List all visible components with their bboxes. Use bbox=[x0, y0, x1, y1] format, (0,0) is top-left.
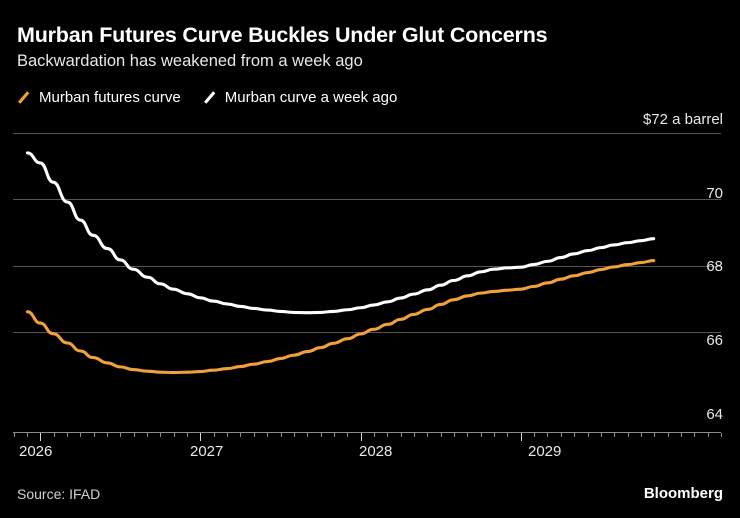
xaxis-ticks-group bbox=[14, 433, 722, 441]
slash-marker-icon bbox=[203, 90, 217, 105]
yaxis-label-70: 70 bbox=[706, 185, 723, 202]
bloomberg-logo: Bloomberg bbox=[643, 485, 723, 502]
yaxis-label-64: 64 bbox=[706, 406, 723, 423]
chart-legend: Murban futures curve Murban curve a week… bbox=[17, 90, 397, 105]
legend-label-week-ago-curve: Murban curve a week ago bbox=[224, 89, 398, 106]
chart-subtitle: Backwardation has weakened from a week a… bbox=[17, 52, 363, 70]
legend-item-futures-curve[interactable]: Murban futures curve bbox=[17, 90, 181, 105]
yaxis-label-66: 66 bbox=[706, 332, 723, 349]
xaxis-label-2027: 2027 bbox=[190, 443, 224, 460]
legend-label-futures-curve: Murban futures curve bbox=[39, 89, 181, 106]
legend-item-week-ago-curve[interactable]: Murban curve a week ago bbox=[203, 89, 398, 106]
series-line-week-ago-curve bbox=[25, 151, 656, 315]
gridlines-group bbox=[13, 133, 721, 333]
yaxis-label-68: 68 bbox=[706, 258, 723, 275]
source-note: Source: IFAD bbox=[17, 486, 101, 502]
yaxis-label-unit: $72 a barrel bbox=[642, 111, 723, 128]
page-title: Murban Futures Curve Buckles Under Glut … bbox=[17, 23, 548, 47]
slash-marker-icon bbox=[17, 90, 31, 105]
xaxis-label-2029: 2029 bbox=[528, 443, 562, 460]
series-line-futures-curve bbox=[25, 259, 656, 375]
chart-header: Murban Futures Curve Buckles Under Glut … bbox=[17, 22, 723, 72]
series-group bbox=[25, 151, 656, 375]
xaxis-label-2028: 2028 bbox=[359, 443, 393, 460]
xaxis-label-2026: 2026 bbox=[19, 443, 53, 460]
